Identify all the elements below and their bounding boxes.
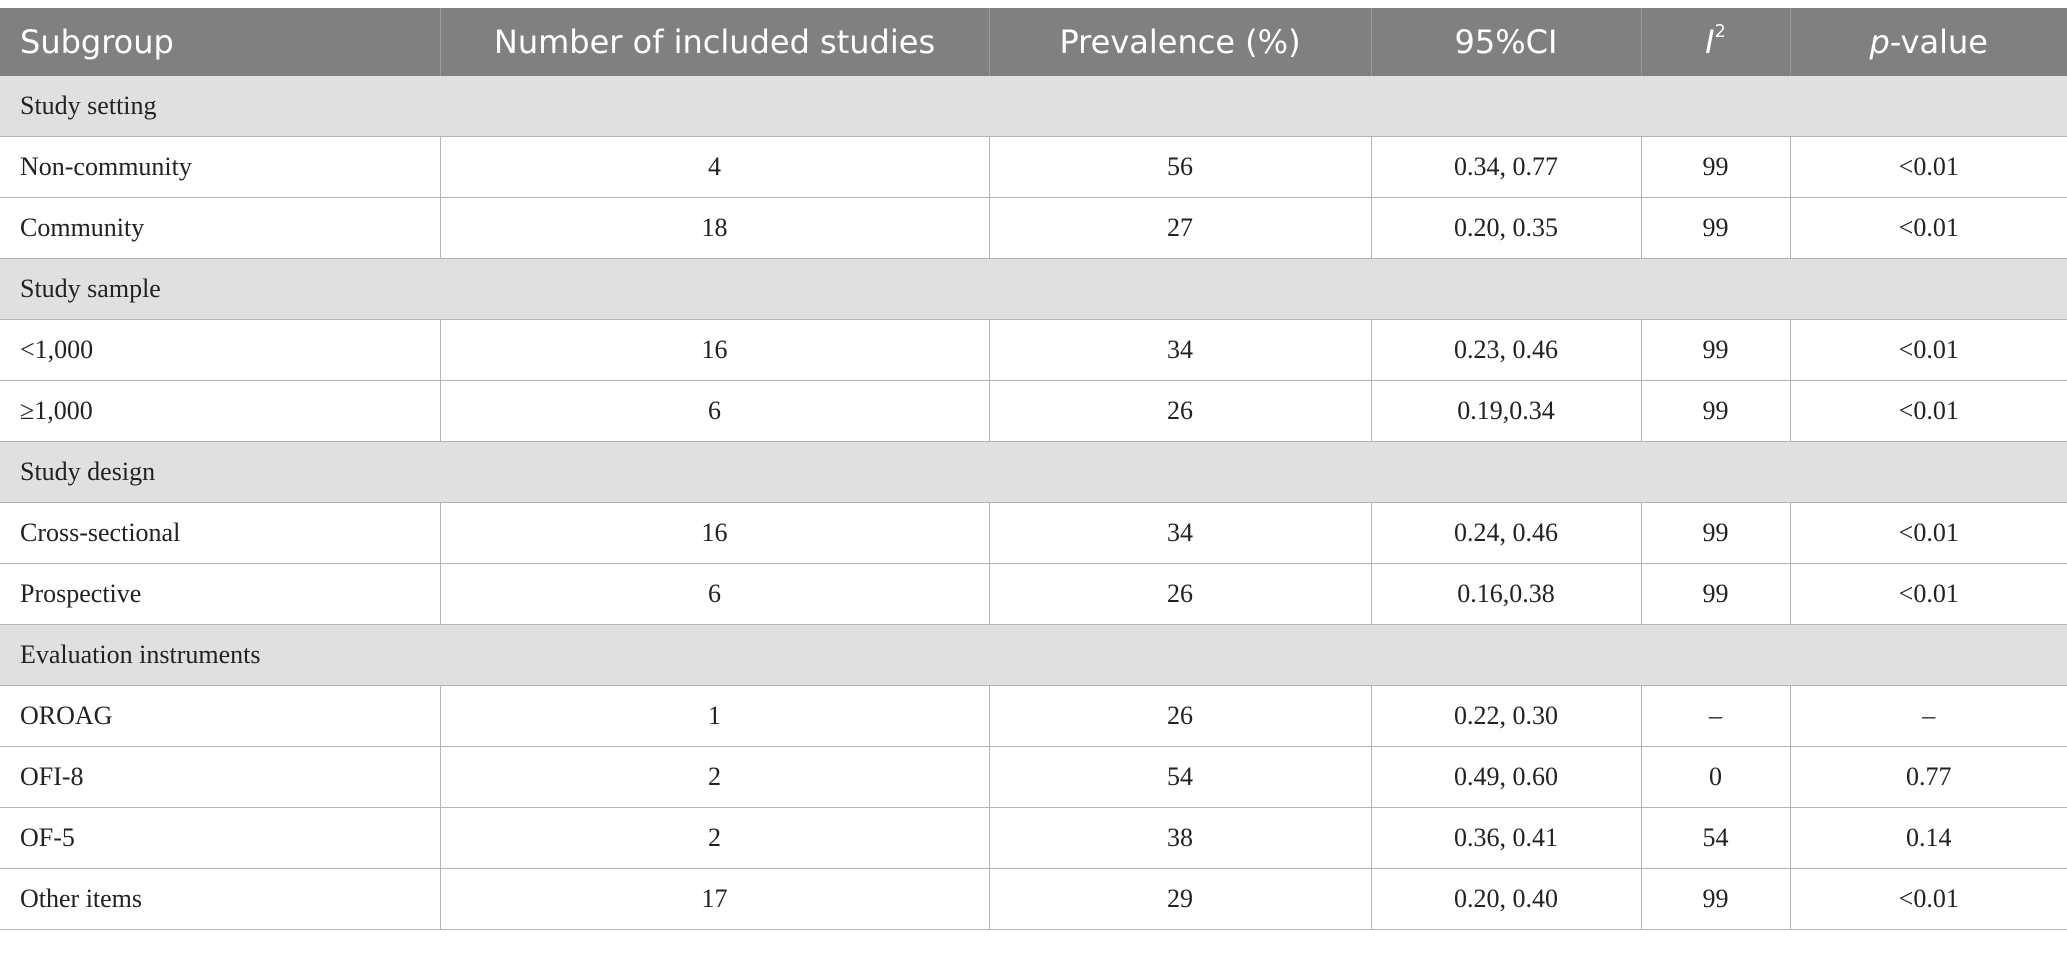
cell-p-value: <0.01 [1790,563,2067,625]
cell-prevalence: 27 [989,197,1372,259]
row-label: Non-community [0,136,441,198]
subgroup-table: Subgroup Number of included studies Prev… [0,8,2067,930]
table-row: ≥1,000 6 26 0.19,0.34 99 <0.01 [0,380,2067,442]
cell-p-value: <0.01 [1790,380,2067,442]
cell-p-value: <0.01 [1790,197,2067,259]
header-studies: Number of included studies [440,8,990,76]
cell-i2: 54 [1641,807,1791,869]
table-row: Other items 17 29 0.20, 0.40 99 <0.01 [0,868,2067,930]
cell-i2: 99 [1641,563,1791,625]
cell-studies: 1 [440,685,990,747]
table-row: OFI-8 2 54 0.49, 0.60 0 0.77 [0,746,2067,808]
header-subgroup: Subgroup [0,8,441,76]
group-title: Study sample [0,258,2067,320]
cell-ci: 0.19,0.34 [1371,380,1642,442]
header-p-suffix: -value [1889,23,1988,61]
cell-p-value: <0.01 [1790,319,2067,381]
table-row: OF-5 2 38 0.36, 0.41 54 0.14 [0,807,2067,869]
cell-studies: 2 [440,746,990,808]
group-row: Study sample [0,258,2067,320]
cell-studies: 16 [440,502,990,564]
cell-prevalence: 26 [989,685,1372,747]
row-label: OROAG [0,685,441,747]
header-i2-letter: I [1705,23,1715,61]
group-row: Evaluation instruments [0,624,2067,686]
group-row: Study setting [0,76,2067,137]
row-label: OF-5 [0,807,441,869]
row-label: ≥1,000 [0,380,441,442]
group-title: Study design [0,441,2067,503]
cell-prevalence: 26 [989,380,1372,442]
cell-ci: 0.23, 0.46 [1371,319,1642,381]
header-i2-sup: 2 [1714,22,1726,43]
group-title: Evaluation instruments [0,624,2067,686]
cell-ci: 0.20, 0.40 [1371,868,1642,930]
cell-studies: 18 [440,197,990,259]
cell-ci: 0.24, 0.46 [1371,502,1642,564]
cell-studies: 4 [440,136,990,198]
cell-i2: 99 [1641,502,1791,564]
cell-p-value: – [1790,685,2067,747]
cell-p-value: <0.01 [1790,502,2067,564]
cell-p-value: 0.14 [1790,807,2067,869]
cell-prevalence: 54 [989,746,1372,808]
cell-ci: 0.20, 0.35 [1371,197,1642,259]
cell-p-value: <0.01 [1790,136,2067,198]
cell-prevalence: 34 [989,502,1372,564]
header-p-value: p-value [1790,8,2067,76]
cell-p-value: 0.77 [1790,746,2067,808]
table-row: Prospective 6 26 0.16,0.38 99 <0.01 [0,563,2067,625]
cell-i2: 99 [1641,319,1791,381]
row-label: OFI-8 [0,746,441,808]
header-row: Subgroup Number of included studies Prev… [0,8,2067,76]
header-ci: 95%CI [1371,8,1642,76]
cell-ci: 0.49, 0.60 [1371,746,1642,808]
cell-studies: 6 [440,563,990,625]
cell-studies: 6 [440,380,990,442]
table-row: OROAG 1 26 0.22, 0.30– – [0,685,2067,747]
cell-studies: 16 [440,319,990,381]
row-label: Community [0,197,441,259]
cell-ci: 0.22, 0.30 [1371,685,1642,747]
cell-p-value: <0.01 [1790,868,2067,930]
row-label: Other items [0,868,441,930]
table-header: Subgroup Number of included studies Prev… [0,8,2067,76]
header-prevalence: Prevalence (%) [989,8,1372,76]
group-title: Study setting [0,76,2067,137]
cell-i2: 0 [1641,746,1791,808]
table-body: Study setting Non-community 4 56 0.34, 0.77 9… [0,76,2067,930]
cell-i2: – [1641,685,1791,747]
group-row: Study design [0,441,2067,503]
cell-ci: 0.16,0.38 [1371,563,1642,625]
cell-i2: 99 [1641,197,1791,259]
cell-studies: 2 [440,807,990,869]
cell-ci: 0.34, 0.77 [1371,136,1642,198]
cell-i2: 99 [1641,136,1791,198]
table-row: <1,000 16 34 0.23, 0.46 99 <0.01 [0,319,2067,381]
cell-ci: 0.36, 0.41 [1371,807,1642,869]
table-row: Non-community 4 56 0.34, 0.77 99 <0.01 [0,136,2067,198]
header-i2: I2 [1641,8,1791,76]
cell-prevalence: 56 [989,136,1372,198]
row-label: Cross-sectional [0,502,441,564]
table-row: Community 18 27 0.20, 0.35 99 <0.01 [0,197,2067,259]
row-label: <1,000 [0,319,441,381]
cell-studies: 17 [440,868,990,930]
cell-prevalence: 38 [989,807,1372,869]
header-p-letter: p [1869,23,1890,61]
table-row: Cross-sectional 16 34 0.24, 0.46 99 <0.01 [0,502,2067,564]
cell-prevalence: 29 [989,868,1372,930]
cell-i2: 99 [1641,868,1791,930]
row-label: Prospective [0,563,441,625]
cell-prevalence: 34 [989,319,1372,381]
cell-prevalence: 26 [989,563,1372,625]
cell-i2: 99 [1641,380,1791,442]
